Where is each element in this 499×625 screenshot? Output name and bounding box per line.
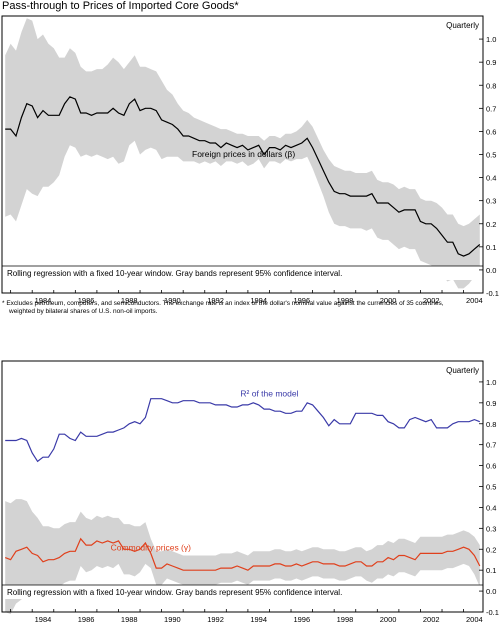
y-tick-label: 1.0	[486, 35, 496, 44]
x-tick-label: 1994	[250, 615, 267, 624]
y-tick-label: 0.9	[486, 399, 496, 408]
series-label-0: Foreign prices in dollars (β)	[192, 149, 295, 159]
y-tick-label: 0.8	[486, 420, 496, 429]
footnote: * Excludes petroleum, computers, and sem…	[2, 300, 494, 316]
bottom-chart: R² of the model Commodity prices (γ) Rolli…	[1, 360, 499, 624]
y-tick-label: 0.5	[486, 483, 496, 492]
y-tick-label: -0.1	[486, 289, 499, 298]
series-line-1	[4, 537, 481, 571]
y-tick-label: 0.9	[486, 58, 496, 67]
y-tick-label: 0.5	[486, 151, 496, 160]
x-tick-label: 1992	[207, 615, 224, 624]
y-tick-label: 0.7	[486, 441, 496, 450]
series-label-0: R² of the model	[240, 389, 298, 399]
y-tick-label: 0.3	[486, 524, 496, 533]
x-tick-label: 2004	[466, 615, 483, 624]
y-tick-label: 0.1	[486, 243, 496, 252]
x-tick-label: 1990	[164, 615, 181, 624]
x-tick-label: 1986	[78, 296, 95, 305]
confidence-band-1	[5, 499, 480, 615]
x-tick-label: 1988	[121, 615, 138, 624]
y-tick-label: -0.1	[486, 608, 499, 617]
y-tick-label: 0.4	[486, 503, 496, 512]
x-tick-label: 1992	[207, 296, 224, 305]
y-tick-label: 0.3	[486, 197, 496, 206]
page-title: Pass-through to Prices of Imported Core …	[2, 0, 239, 12]
note-box	[2, 266, 483, 280]
y-tick-label: 0.6	[486, 462, 496, 471]
chart-note: Rolling regression with a fixed 10-year …	[7, 269, 342, 278]
frequency-label: Quarterly	[446, 366, 479, 375]
x-tick-label: 2002	[423, 615, 440, 624]
y-tick-label: 0.7	[486, 104, 496, 113]
x-tick-label: 1996	[293, 296, 310, 305]
y-tick-label: 0.1	[486, 566, 496, 575]
y-tick-label: 0.4	[486, 174, 496, 183]
x-tick-label: 2002	[423, 296, 440, 305]
series-line-0	[5, 398, 481, 463]
series-line-0	[5, 96, 481, 257]
footnote-line-2: weighted by bilateral shares of U.S. non…	[9, 308, 158, 315]
y-tick-label: 0.2	[486, 220, 496, 229]
y-tick-label: 0.0	[486, 587, 496, 596]
x-tick-label: 1998	[337, 296, 354, 305]
frequency-label: Quarterly	[446, 21, 479, 30]
y-tick-label: 0.6	[486, 127, 496, 136]
y-tick-label: 0.8	[486, 81, 496, 90]
x-tick-label: 1996	[293, 615, 310, 624]
x-tick-label: 1998	[337, 615, 354, 624]
note-box	[2, 585, 483, 599]
x-tick-label: 2000	[380, 296, 397, 305]
x-tick-label: 1984	[35, 615, 52, 624]
series-label-1: Commodity prices (γ)	[111, 542, 191, 552]
x-tick-label: 1984	[35, 296, 52, 305]
y-tick-label: 1.0	[486, 378, 496, 387]
confidence-band-0	[5, 18, 480, 289]
footnote-line-1: * Excludes petroleum, computers, and sem…	[2, 300, 444, 307]
x-tick-label: 1990	[164, 296, 181, 305]
top-chart: Foreign prices in dollars (β) Rolling reg…	[1, 15, 499, 305]
x-tick-label: 2004	[466, 296, 483, 305]
x-tick-label: 1986	[78, 615, 95, 624]
x-tick-label: 1988	[121, 296, 138, 305]
x-tick-label: 2000	[380, 615, 397, 624]
chart-note: Rolling regression with a fixed 10-year …	[7, 588, 342, 597]
y-tick-label: 0.2	[486, 545, 496, 554]
y-tick-label: 0.0	[486, 266, 496, 275]
x-tick-label: 1994	[250, 296, 267, 305]
